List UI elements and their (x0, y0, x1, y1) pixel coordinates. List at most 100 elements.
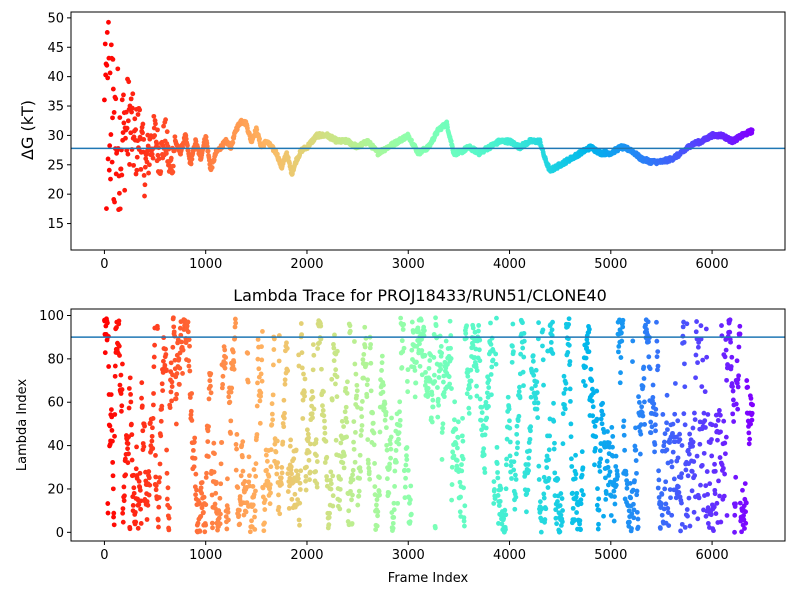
lambda-point (285, 471, 291, 477)
lambda-point (494, 444, 500, 450)
lambda-point (209, 492, 215, 498)
dg-point (150, 155, 156, 161)
lambda-point (384, 476, 390, 482)
lambda-point (722, 440, 728, 446)
lambda-point (137, 470, 143, 476)
lambda-point (102, 350, 108, 356)
lambda-point (559, 519, 565, 525)
lambda-point (678, 475, 684, 480)
lambda-point (553, 515, 559, 521)
lambda-point (481, 446, 487, 452)
lambda-point (133, 466, 139, 472)
lambda-point (374, 497, 380, 503)
lambda-point (216, 515, 222, 521)
lambda-point (161, 358, 166, 364)
lambda-point (275, 460, 281, 466)
lambda-point (149, 438, 155, 444)
lambda-point (234, 432, 240, 437)
lambda-point (635, 516, 641, 522)
lambda-point (126, 405, 132, 411)
lambda-point (605, 464, 611, 470)
lambda-point (281, 415, 287, 421)
lambda-point (432, 525, 438, 531)
lambda-point (682, 361, 687, 367)
lambda-point (211, 469, 217, 475)
lambda-point (466, 405, 472, 411)
lambda-point (145, 502, 151, 508)
lambda-point (453, 441, 459, 447)
lambda-point (284, 340, 289, 346)
lambda-point (567, 359, 573, 364)
lambda-point (560, 411, 566, 417)
lambda-point (461, 518, 467, 524)
lambda-point (709, 453, 715, 459)
lambda-point (632, 478, 637, 484)
lambda-point (547, 433, 553, 439)
lambda-point (651, 401, 657, 407)
lambda-point (448, 345, 453, 351)
lambda-point (334, 374, 340, 380)
lambda-point (379, 360, 385, 366)
dg-point (134, 154, 140, 160)
lambda-point (695, 516, 701, 522)
dg-point (105, 156, 111, 162)
lambda-point (169, 398, 175, 404)
lambda-point (333, 381, 338, 387)
lambda-point (634, 509, 640, 515)
lambda-point (376, 489, 382, 494)
lambda-point (723, 434, 729, 440)
lambda-point (276, 504, 282, 510)
lambda-point (293, 468, 299, 474)
lambda-point (355, 404, 360, 410)
lambda-point (150, 416, 156, 421)
lambda-point (354, 388, 360, 394)
lambda-point (578, 497, 584, 503)
lambda-point (544, 453, 550, 459)
lambda-point (603, 475, 608, 481)
lambda-point (429, 392, 435, 398)
lambda-point (141, 444, 147, 450)
lambda-point (717, 455, 723, 460)
lambda-point (514, 451, 519, 457)
dg-point (124, 147, 130, 153)
lambda-point (233, 467, 239, 473)
lambda-point (111, 514, 116, 520)
lambda-point (132, 509, 138, 515)
lambda-point (489, 392, 494, 398)
dg-point (141, 137, 147, 142)
lambda-point (223, 355, 229, 360)
dg-point (108, 42, 114, 48)
lambda-point (513, 477, 519, 482)
lambda-point (147, 482, 153, 488)
lambda-point (687, 523, 693, 529)
lambda-point (226, 394, 232, 400)
lambda-point (117, 353, 122, 358)
lambda-point (711, 504, 717, 510)
lambda-point (510, 321, 516, 327)
y-tick-label: 45 (47, 41, 64, 56)
lambda-point (338, 476, 343, 482)
lambda-point (563, 386, 568, 392)
lambda-point (151, 391, 156, 396)
dg-point (110, 86, 116, 92)
lambda-point (467, 385, 472, 391)
lambda-point (465, 373, 471, 379)
lambda-point (404, 379, 410, 384)
lambda-point (681, 339, 687, 345)
lambda-point (199, 490, 205, 496)
lambda-point (310, 394, 316, 400)
lambda-point (155, 326, 160, 331)
lambda-point (709, 437, 714, 442)
lambda-point (188, 412, 194, 418)
lambda-point (604, 458, 610, 464)
lambda-point (714, 500, 720, 506)
lambda-point (550, 351, 556, 356)
lambda-point (355, 502, 361, 508)
lambda-point (672, 439, 678, 445)
lambda-point (246, 479, 252, 485)
y-tick-label: 20 (47, 188, 64, 203)
lambda-point (314, 481, 320, 486)
lambda-point (198, 485, 204, 491)
lambda-point (600, 412, 606, 418)
lambda-point (352, 361, 358, 367)
